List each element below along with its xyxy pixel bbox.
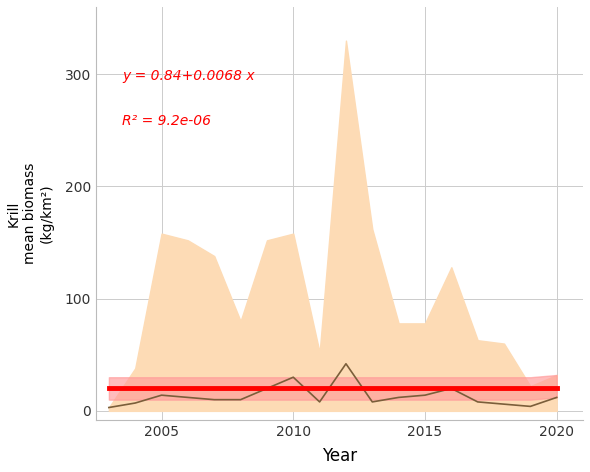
Y-axis label: Krill
mean biomass
(kg/km²): Krill mean biomass (kg/km²) [7,163,53,264]
Text: R² = 9.2e-06: R² = 9.2e-06 [122,114,211,128]
Text: y = 0.84+0.0068 x: y = 0.84+0.0068 x [122,69,255,83]
X-axis label: Year: Year [322,447,357,465]
